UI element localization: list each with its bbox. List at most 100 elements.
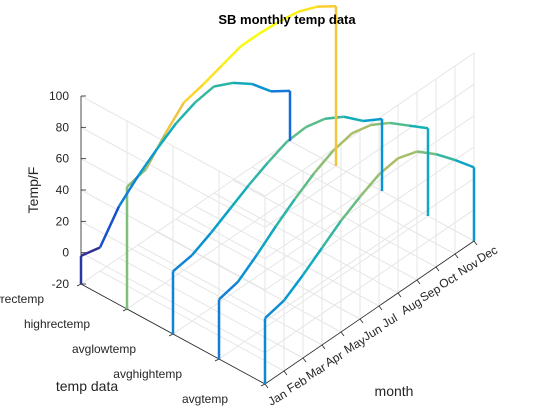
series-segment xyxy=(240,32,261,48)
series-segment xyxy=(98,205,121,249)
series-segment xyxy=(183,83,204,104)
series-segment xyxy=(213,81,234,88)
x-tick-label: Mar xyxy=(304,360,329,382)
x-tick-label: Apr xyxy=(323,348,346,369)
series-segment xyxy=(301,247,324,276)
series-segment xyxy=(163,101,186,135)
series-segment xyxy=(389,121,410,127)
series-avghightemp xyxy=(217,121,430,359)
series-segment xyxy=(454,158,475,169)
x-tick-mark xyxy=(454,253,459,259)
tick-labels: -20 0 20 40 60 80 100 lowrectemp highrectemp avgl… xyxy=(0,89,500,409)
series-segment xyxy=(248,161,269,186)
chart-title: SB monthly temp data xyxy=(218,12,356,27)
grid-line xyxy=(264,209,475,354)
series-segment xyxy=(416,150,437,156)
grid-line xyxy=(218,215,429,360)
grid xyxy=(76,52,478,389)
z-tick-label: 20 xyxy=(56,214,70,228)
x-tick-mark xyxy=(283,370,288,376)
series-segment xyxy=(320,220,343,249)
y-tick-mark xyxy=(260,383,266,387)
x-tick-mark xyxy=(378,305,383,311)
z-tick-label: -20 xyxy=(52,277,70,291)
series-segment xyxy=(172,254,193,273)
series-segment xyxy=(175,101,196,125)
series-segment xyxy=(229,184,250,210)
series-segment xyxy=(117,175,140,207)
y-tick-mark xyxy=(122,308,128,312)
series-segment xyxy=(210,208,231,234)
z-tick-label: 60 xyxy=(56,152,70,166)
x-tick-mark xyxy=(264,383,269,389)
x-axis-line xyxy=(264,240,475,385)
z-tick-label: 0 xyxy=(62,246,69,260)
series-segment xyxy=(351,123,372,135)
series-segment xyxy=(397,150,418,160)
series-segment xyxy=(236,253,259,283)
series-segment xyxy=(218,280,239,301)
y-tick-label: avghightemp xyxy=(113,367,182,381)
z-tick-label: 40 xyxy=(56,183,70,197)
series-segment xyxy=(370,121,391,127)
x-tick-mark xyxy=(416,279,421,285)
series-layer xyxy=(79,4,476,384)
x-tick-mark xyxy=(435,266,440,272)
x-tick-label: Jan xyxy=(266,387,290,409)
z-tick-label: 80 xyxy=(56,120,70,134)
y-tick-label: avglowtemp xyxy=(72,342,136,356)
series-segment xyxy=(251,82,272,93)
y-tick-mark xyxy=(168,333,174,337)
series-segment xyxy=(278,10,299,23)
series-segment xyxy=(221,45,242,67)
y-tick-label: avgtemp xyxy=(182,392,228,406)
y-axis-label: temp data xyxy=(56,378,118,394)
series-segment xyxy=(343,115,364,123)
series-avgtemp xyxy=(263,150,476,384)
x-tick-mark xyxy=(340,331,345,337)
series-segment xyxy=(435,153,456,162)
x-tick-label: Dec xyxy=(475,243,500,266)
x-tick-mark xyxy=(359,318,364,324)
series-lowrectemp xyxy=(79,81,292,284)
series-segment xyxy=(408,124,429,130)
grid-line xyxy=(264,177,475,322)
series-segment xyxy=(282,274,305,302)
series-segment xyxy=(80,246,101,257)
y-tick-mark xyxy=(76,283,82,287)
series-segment xyxy=(324,115,345,121)
series-segment xyxy=(194,85,215,104)
x-tick-mark xyxy=(397,292,402,298)
series-segment xyxy=(255,225,278,256)
x-tick-mark xyxy=(321,344,326,350)
series-segment xyxy=(313,150,334,175)
series-segment xyxy=(259,20,280,35)
series-segment xyxy=(202,64,223,86)
grid-line xyxy=(264,83,475,228)
y-tick-label: lowrectemp xyxy=(0,292,44,306)
series-segment xyxy=(267,140,288,164)
series-segment xyxy=(359,173,380,198)
x-tick-mark xyxy=(302,357,307,363)
series-segment xyxy=(297,5,318,14)
series-segment xyxy=(264,299,285,320)
series-segment xyxy=(293,172,316,200)
series-segment xyxy=(155,122,178,150)
grid-line xyxy=(80,140,291,285)
series-segment xyxy=(274,198,297,227)
y-tick-mark xyxy=(214,358,220,362)
series-segment xyxy=(232,81,253,86)
series-segment xyxy=(136,148,159,177)
z-axis-label: Temp/F xyxy=(25,167,41,214)
grid-line xyxy=(264,146,475,291)
x-axis-label: month xyxy=(375,383,414,399)
x-tick-label: Jul xyxy=(380,311,400,331)
z-tick-label: 100 xyxy=(49,89,69,103)
x-tick-mark xyxy=(473,240,478,246)
series-segment xyxy=(305,117,326,129)
series-segment xyxy=(191,231,212,257)
series-segment xyxy=(362,117,383,123)
x-tick-label: Oct xyxy=(437,270,461,292)
